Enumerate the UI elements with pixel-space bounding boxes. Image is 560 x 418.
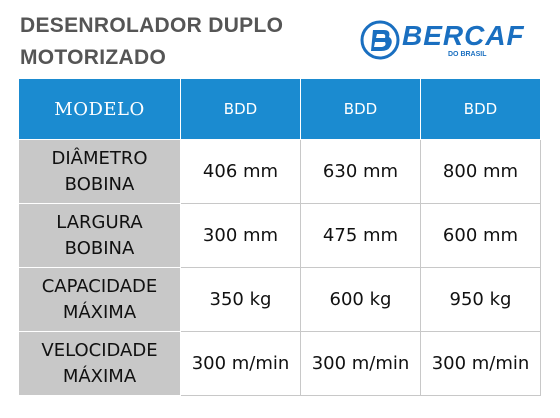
table-cell: 600 kg: [300, 267, 421, 332]
table-cell: 475 mm: [300, 203, 421, 268]
spec-table: MODELO BDD BDD BDD DIÂMETRO BOBINA 406 mm 630…: [18, 78, 541, 396]
column-header: MODELO: [18, 78, 181, 140]
title: DESENROLADOR DUPLO MOTORIZADO: [20, 10, 283, 74]
title-line: DESENROLADOR DUPLO: [20, 14, 284, 37]
table-row: LARGURA BOBINA 300 mm 475 mm 600 mm: [18, 203, 541, 268]
row-label: CAPACIDADE MÁXIMA: [18, 267, 181, 332]
table-row: CAPACIDADE MÁXIMA 350 kg 600 kg 950 kg: [18, 267, 541, 332]
table-cell: 406 mm: [180, 139, 301, 204]
table-cell: 300 m/min: [420, 331, 541, 396]
table-cell: 600 mm: [420, 203, 541, 268]
table-cell: 300 m/min: [300, 331, 421, 396]
table-cell: 350 kg: [180, 267, 301, 332]
table-cell: 300 mm: [180, 203, 301, 268]
column-header: BDD: [300, 78, 421, 140]
logo: BERCAF DO BRASIL: [360, 18, 540, 68]
header-row: MODELO BDD BDD BDD: [18, 78, 541, 140]
table-row: DIÂMETRO BOBINA 406 mm 630 mm 800 mm: [18, 139, 541, 204]
logo-icon: [360, 20, 400, 60]
row-label: LARGURA BOBINA: [18, 203, 181, 268]
logo-tagline: DO BRASIL: [448, 51, 487, 58]
table-cell: 630 mm: [300, 139, 421, 204]
row-label: VELOCIDADE MÁXIMA: [18, 331, 181, 396]
table-cell: 950 kg: [420, 267, 541, 332]
title-line: MOTORIZADO: [20, 46, 167, 69]
logo-brand: BERCAF: [402, 20, 525, 51]
table-cell: 300 m/min: [180, 331, 301, 396]
column-header: BDD: [180, 78, 301, 140]
table-row: VELOCIDADE MÁXIMA 300 m/min 300 m/min 300 m…: [18, 331, 541, 396]
row-label: DIÂMETRO BOBINA: [18, 139, 181, 204]
column-header: BDD: [420, 78, 541, 140]
table-cell: 800 mm: [420, 139, 541, 204]
